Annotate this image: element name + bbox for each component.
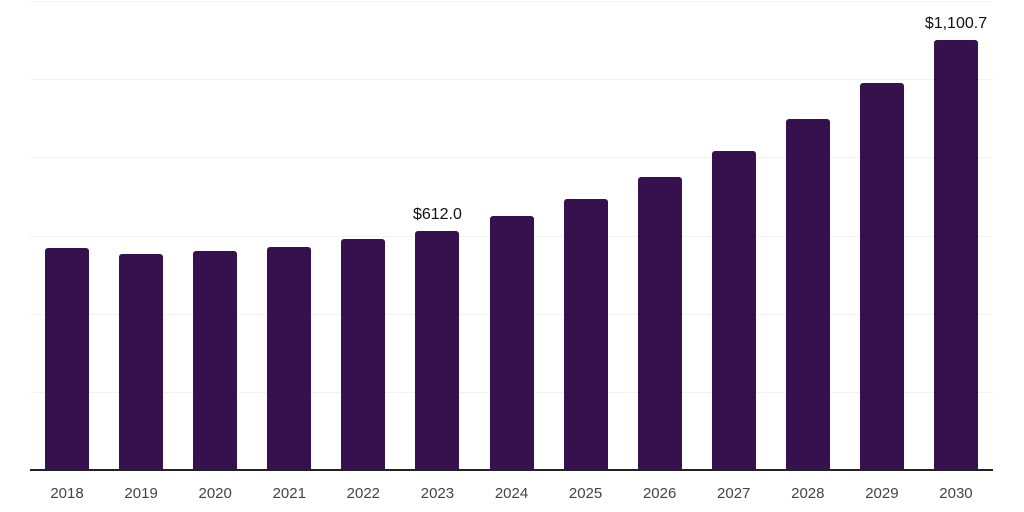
x-tick-label-2020: 2020 (198, 485, 232, 502)
bar-2018 (45, 248, 90, 470)
x-axis-line (30, 469, 993, 471)
x-tick-label-2030: 2030 (939, 485, 973, 502)
bar-2028 (785, 119, 830, 470)
bar-2021 (267, 246, 312, 470)
bar-2029 (859, 82, 904, 470)
x-tick-label-2027: 2027 (717, 485, 751, 502)
bar-2030 (933, 39, 978, 470)
bar-2026 (637, 176, 682, 470)
data-label-2030: $1,100.7 (924, 14, 988, 32)
bar-2024 (489, 215, 534, 470)
x-tick-label-2019: 2019 (124, 485, 158, 502)
x-tick-label-2026: 2026 (642, 485, 677, 502)
bar-2022 (341, 239, 386, 470)
x-tick-label-2028: 2028 (791, 485, 825, 502)
x-tick-label-2029: 2029 (865, 485, 899, 502)
bar-2025 (563, 199, 608, 470)
bar-2019 (119, 254, 164, 470)
x-tick-label-2023: 2023 (420, 485, 455, 502)
gridline-800 (30, 157, 993, 159)
x-tick-label-2021: 2021 (272, 485, 306, 502)
bar-2023 (415, 230, 460, 470)
bar-2020 (193, 251, 238, 470)
x-tick-label-2018: 2018 (50, 485, 84, 502)
gridline-1200 (30, 1, 993, 2)
bar-2027 (711, 151, 756, 470)
x-tick-label-2022: 2022 (346, 485, 381, 502)
x-tick-label-2025: 2025 (568, 485, 603, 502)
x-tick-label-2024: 2024 (494, 485, 529, 502)
gridline-1000 (30, 79, 993, 81)
data-label-2023: $612.0 (412, 205, 462, 223)
